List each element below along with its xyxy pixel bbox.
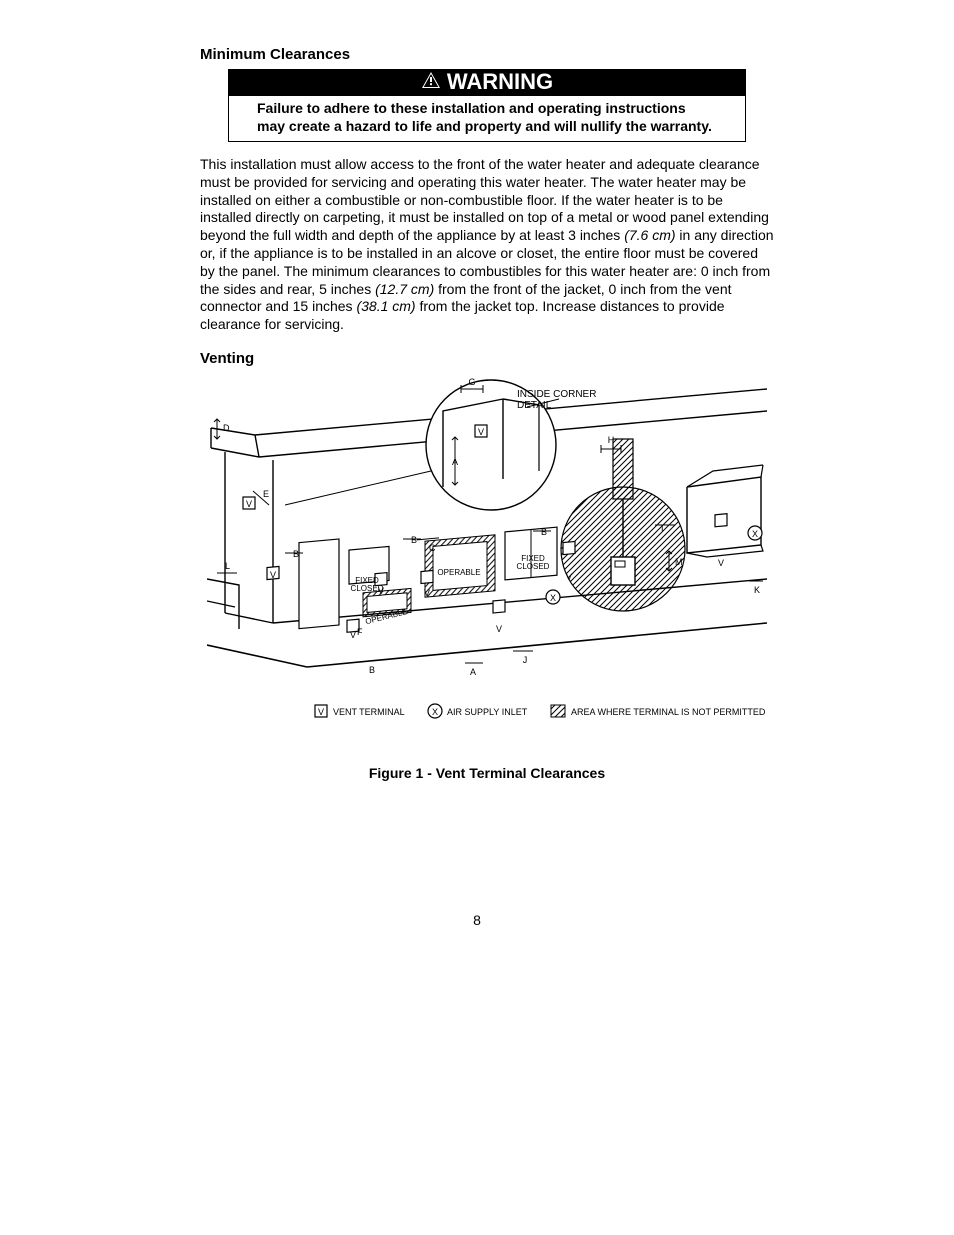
- legend-vent-terminal: VENT TERMINAL: [333, 707, 405, 717]
- label-closed-1: CLOSED: [351, 584, 384, 593]
- figure-1: V A G INSIDE CORNER DETAIL V V: [207, 375, 767, 781]
- heading-venting: Venting: [200, 350, 774, 367]
- figure-1-caption: Figure 1 - Vent Terminal Clearances: [207, 765, 767, 781]
- svg-text:V: V: [350, 630, 356, 640]
- x-mark-1: X: [550, 593, 556, 603]
- dim-c: C: [429, 543, 436, 553]
- legend-not-permitted: AREA WHERE TERMINAL IS NOT PERMITTED: [571, 707, 766, 717]
- page-number: 8: [0, 912, 954, 928]
- dim-a-bottom: A: [470, 667, 476, 677]
- page: Minimum Clearances WARNING Failure to ad…: [0, 0, 954, 1235]
- dim-b2: B: [411, 535, 417, 545]
- inside-corner-label-1: INSIDE CORNER: [517, 389, 596, 400]
- dim-j: J: [523, 655, 528, 665]
- dim-e: E: [263, 489, 269, 499]
- vent-terminal-diagram: V A G INSIDE CORNER DETAIL V V: [207, 375, 767, 755]
- figure-legend: V VENT TERMINAL X AIR SUPPLY INLET AREA …: [315, 704, 766, 718]
- dim-k: K: [754, 585, 760, 595]
- x-mark-2: X: [752, 529, 758, 539]
- warning-header: WARNING: [229, 70, 745, 96]
- para-metric-1: (7.6 cm): [624, 227, 675, 243]
- dim-m: M: [675, 557, 683, 567]
- svg-text:V: V: [424, 588, 430, 598]
- detail-a-label: A: [452, 457, 458, 467]
- dim-b3: B: [541, 527, 547, 537]
- dim-g: G: [468, 377, 475, 387]
- svg-text:X: X: [432, 707, 438, 717]
- svg-text:V: V: [270, 570, 276, 580]
- label-closed-2: CLOSED: [517, 562, 550, 571]
- label-operable-1: OPERABLE: [437, 568, 480, 577]
- svg-text:V: V: [318, 707, 324, 717]
- dim-b1: B: [293, 549, 299, 559]
- dim-f: F: [357, 627, 363, 637]
- svg-text:V: V: [496, 624, 502, 634]
- warning-box: WARNING Failure to adhere to these insta…: [228, 69, 746, 142]
- warning-triangle-icon: [421, 70, 441, 94]
- dim-d: D: [223, 423, 230, 433]
- svg-text:V: V: [566, 572, 572, 582]
- warning-label: WARNING: [447, 70, 553, 94]
- para-metric-3: (38.1 cm): [356, 298, 415, 314]
- clearances-paragraph: This installation must allow access to t…: [200, 156, 774, 334]
- inside-corner-label-2: DETAIL: [517, 400, 552, 411]
- detail-v-label: V: [478, 427, 484, 437]
- para-metric-2: (12.7 cm): [375, 281, 434, 297]
- dim-h: H: [608, 435, 615, 445]
- svg-text:V: V: [718, 558, 724, 568]
- dim-b4: B: [369, 665, 375, 675]
- legend-air-supply: AIR SUPPLY INLET: [447, 707, 528, 717]
- dim-l: L: [225, 561, 230, 571]
- heading-minimum-clearances: Minimum Clearances: [200, 46, 774, 63]
- svg-text:V: V: [246, 499, 252, 509]
- warning-body-text: Failure to adhere to these installation …: [229, 96, 745, 141]
